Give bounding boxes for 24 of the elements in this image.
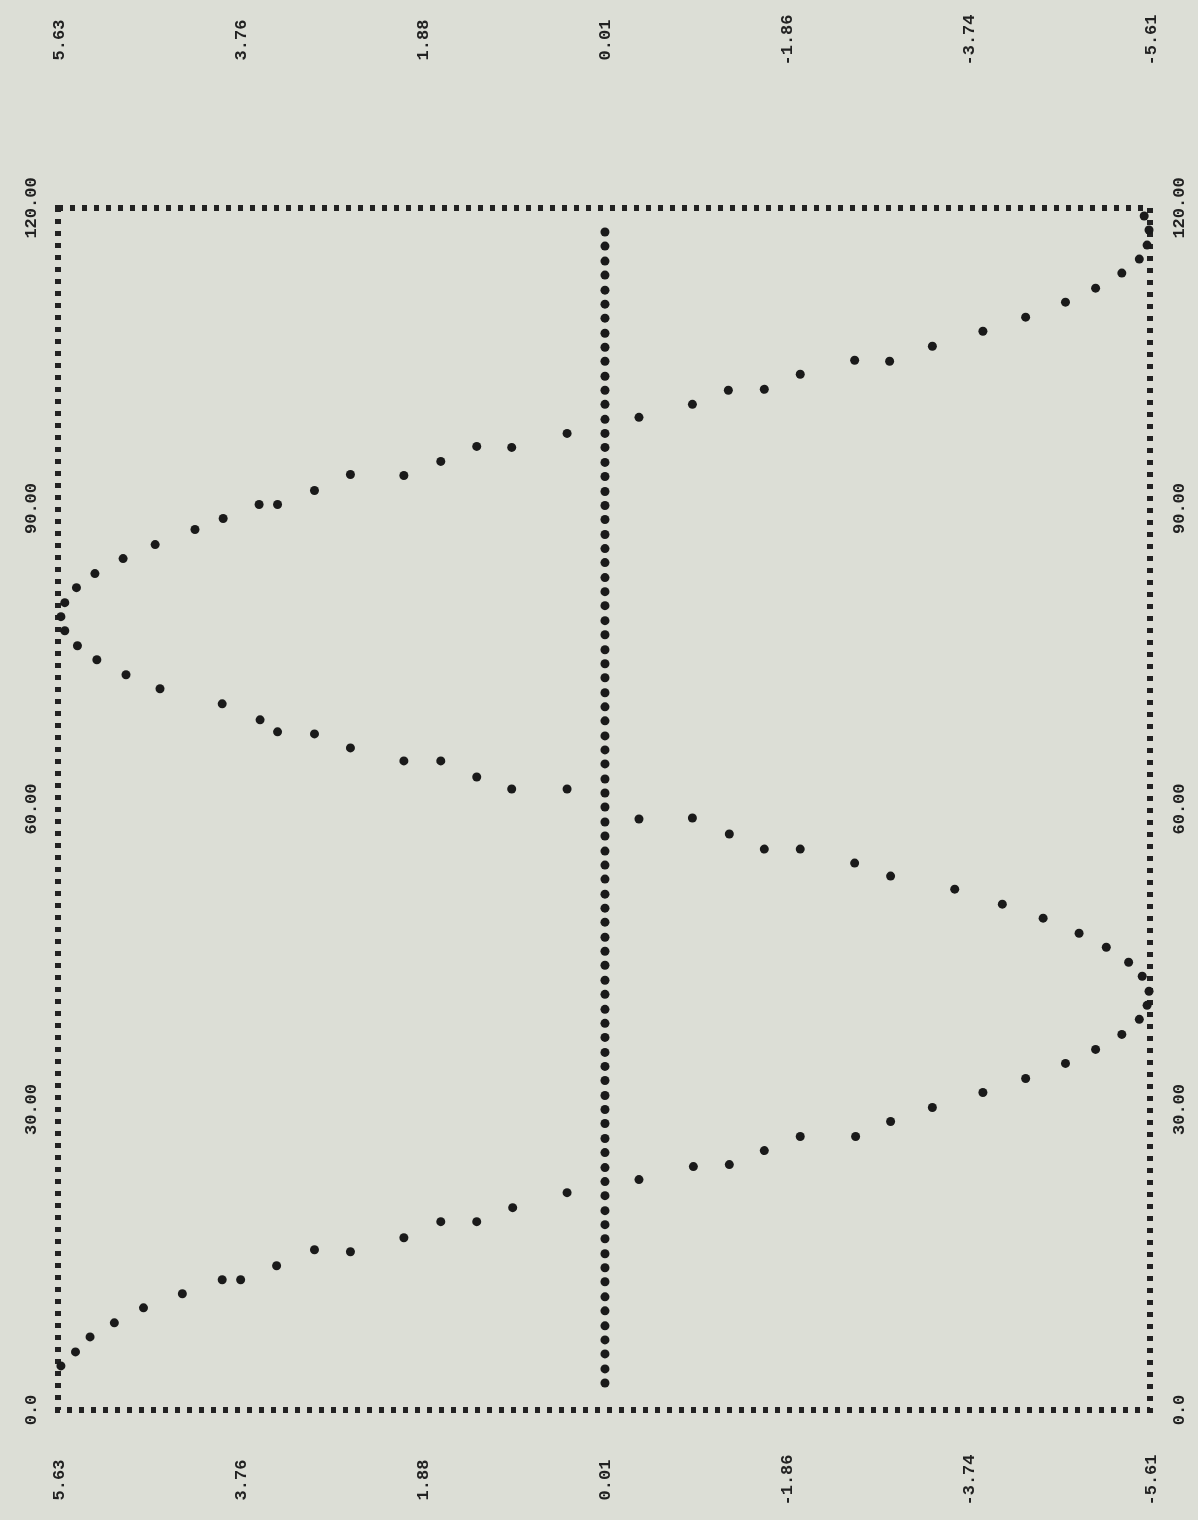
- y2-tick-label: 30.00: [1169, 1083, 1189, 1136]
- x2-tick-label: 5.63: [49, 19, 69, 61]
- x-tick-label: 1.88: [414, 1459, 434, 1501]
- x2-tick-label: -1.86: [777, 14, 797, 66]
- x-tick-label: 0.01: [595, 1459, 615, 1501]
- x2-tick-label: 1.88: [414, 19, 434, 61]
- x2-tick-label: -3.74: [960, 14, 980, 66]
- x2-tick-label: -5.61: [1141, 14, 1161, 66]
- y-tick-label: 30.00: [21, 1083, 41, 1136]
- x-tick-label: 5.63: [49, 1459, 69, 1501]
- x-tick-label: -3.74: [960, 1454, 980, 1506]
- y2-tick-label: 120.00: [1169, 177, 1189, 239]
- x-tick-label: -5.61: [1141, 1454, 1161, 1506]
- x2-tick-label: 3.76: [231, 19, 251, 61]
- y-tick-label: 120.00: [21, 177, 41, 239]
- x2-tick-label: 0.01: [595, 19, 615, 61]
- y2-tick-label: 90.00: [1169, 482, 1189, 535]
- x-tick-label: -1.86: [777, 1454, 797, 1506]
- x-tick-label: 3.76: [231, 1459, 251, 1501]
- y-tick-label: 0.0: [21, 1394, 41, 1426]
- y2-tick-label: 60.00: [1169, 783, 1189, 835]
- y-tick-label: 60.00: [21, 783, 41, 835]
- y-tick-label: 90.00: [21, 482, 41, 535]
- y2-tick-label: 0.0: [1169, 1394, 1189, 1426]
